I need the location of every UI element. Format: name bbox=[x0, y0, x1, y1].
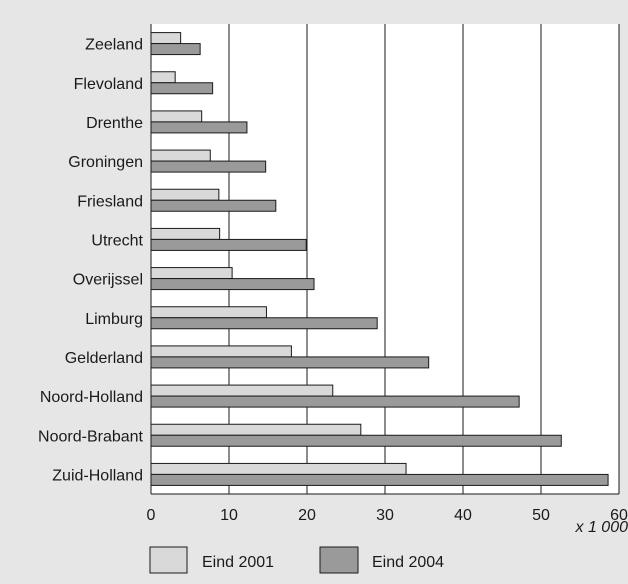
bar-eind-2001-utrecht bbox=[150, 227, 221, 240]
bar-eind-2001-gelderland bbox=[150, 345, 292, 358]
bar-eind-2001-groningen bbox=[150, 149, 211, 162]
bar-eind-2004-overijssel bbox=[150, 278, 315, 291]
legend-swatch-eind-2001 bbox=[149, 546, 188, 574]
category-label-noord-brabant: Noord-Brabant bbox=[38, 428, 144, 445]
category-labels: Zeeland Flevoland Drenthe Groningen Frieslan… bbox=[38, 37, 144, 485]
bar-eind-2001-friesland bbox=[150, 188, 220, 201]
bar-eind-2004-gelderland bbox=[150, 356, 430, 369]
x-tick-label-20: 20 bbox=[298, 507, 316, 524]
axes bbox=[150, 24, 619, 495]
category-label-overijssel: Overijssel bbox=[73, 272, 143, 289]
x-tick-label-0: 0 bbox=[147, 507, 156, 524]
bar-eind-2004-noord-holland bbox=[150, 395, 520, 408]
bar-eind-2004-drenthe bbox=[150, 121, 248, 134]
category-label-utrecht: Utrecht bbox=[91, 232, 143, 249]
x-tick-labels: 0 10 20 30 40 50 60 bbox=[147, 507, 628, 524]
legend-label-eind-2001: Eind 2001 bbox=[202, 554, 274, 571]
bar-eind-2004-zeeland bbox=[150, 43, 201, 56]
x-tick-label-50: 50 bbox=[532, 507, 550, 524]
bar-eind-2004-limburg bbox=[150, 317, 378, 330]
bar-eind-2004-groningen bbox=[150, 160, 267, 173]
legend-swatch-eind-2004 bbox=[319, 546, 359, 574]
bar-eind-2001-overijssel bbox=[150, 267, 233, 280]
bar-eind-2001-limburg bbox=[150, 306, 267, 319]
category-label-flevoland: Flevoland bbox=[74, 76, 143, 93]
category-label-friesland: Friesland bbox=[77, 193, 143, 210]
bar-eind-2004-utrecht bbox=[150, 238, 307, 251]
bar-eind-2001-zeeland bbox=[150, 32, 182, 45]
bar-eind-2004-friesland bbox=[150, 199, 277, 212]
category-label-noord-holland: Noord-Holland bbox=[40, 389, 143, 406]
x-unit-label: x 1 000 bbox=[575, 519, 628, 536]
legend: Eind 2001 Eind 2004 bbox=[149, 546, 444, 574]
x-tick-label-30: 30 bbox=[376, 507, 394, 524]
legend-label-eind-2004: Eind 2004 bbox=[372, 554, 444, 571]
bar-eind-2001-noord-holland bbox=[150, 384, 334, 397]
category-label-groningen: Groningen bbox=[68, 154, 143, 171]
category-label-limburg: Limburg bbox=[85, 311, 143, 328]
category-label-gelderland: Gelderland bbox=[65, 350, 143, 367]
x-tick-label-60: 60 bbox=[610, 507, 628, 524]
x-tick-label-40: 40 bbox=[454, 507, 472, 524]
bar-eind-2004-zuid-holland bbox=[150, 473, 609, 486]
bar-eind-2004-noord-brabant bbox=[150, 434, 562, 447]
category-label-zuid-holland: Zuid-Holland bbox=[52, 467, 143, 484]
bar-eind-2004-flevoland bbox=[150, 82, 214, 95]
gridlines bbox=[228, 24, 620, 494]
x-tick-label-10: 10 bbox=[220, 507, 238, 524]
bar-eind-2001-zuid-holland bbox=[150, 462, 407, 475]
bars bbox=[150, 32, 609, 486]
category-label-zeeland: Zeeland bbox=[85, 37, 143, 54]
bar-eind-2001-drenthe bbox=[150, 110, 203, 123]
bar-eind-2001-noord-brabant bbox=[150, 423, 362, 436]
bar-eind-2001-flevoland bbox=[150, 71, 176, 84]
category-label-drenthe: Drenthe bbox=[86, 115, 143, 132]
